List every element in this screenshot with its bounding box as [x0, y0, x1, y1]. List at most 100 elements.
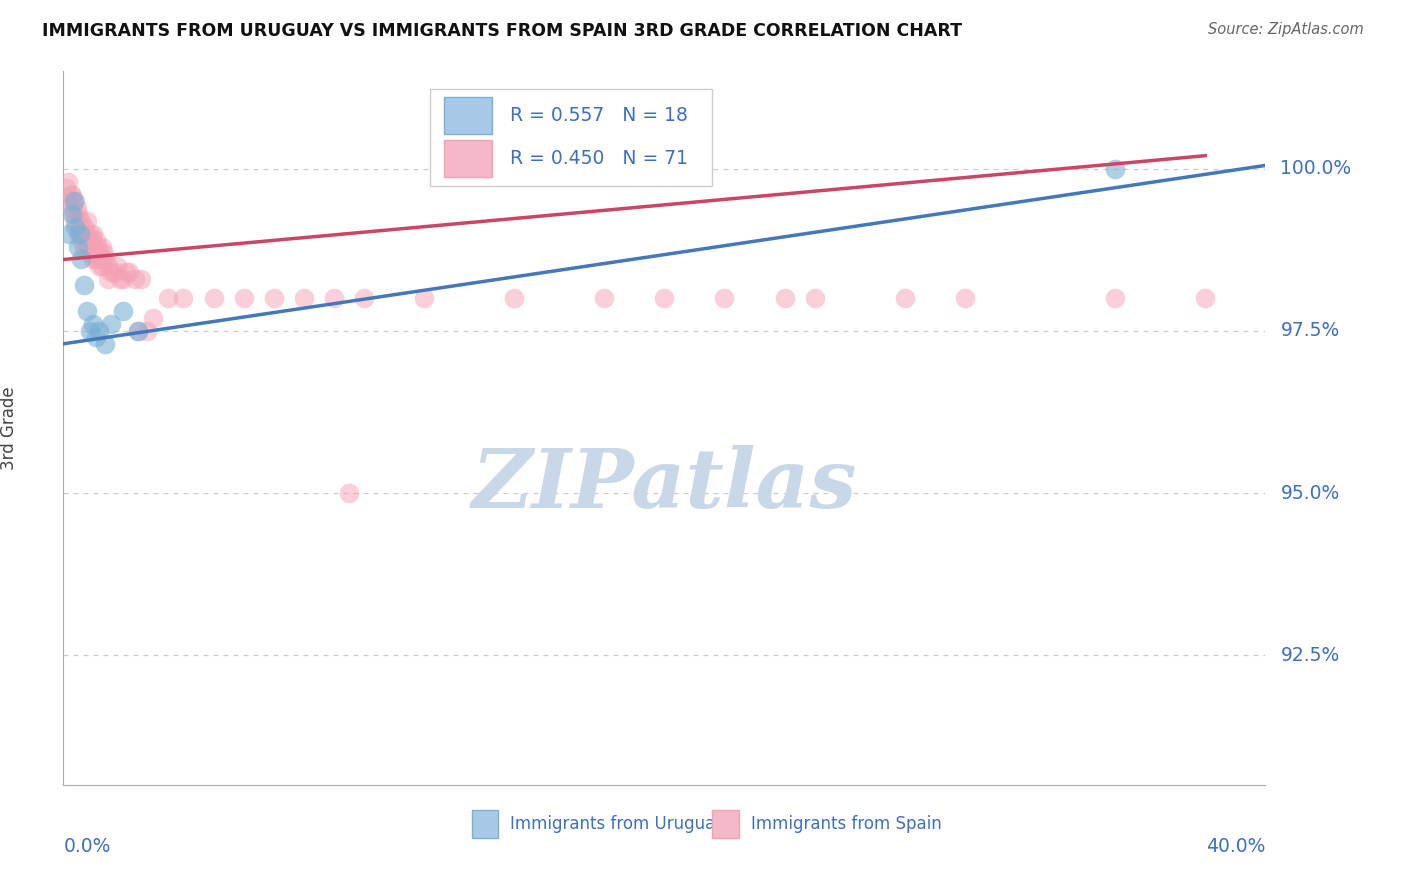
Point — [73, 220, 96, 235]
Point — [70, 233, 93, 247]
Point — [86, 330, 108, 344]
Point — [73, 278, 96, 293]
Text: R = 0.450   N = 71: R = 0.450 N = 71 — [510, 149, 689, 168]
FancyBboxPatch shape — [713, 810, 740, 838]
Point — [82, 252, 104, 267]
Text: 97.5%: 97.5% — [1281, 321, 1340, 341]
Point — [1104, 292, 1126, 306]
Text: 3rd Grade: 3rd Grade — [0, 386, 18, 470]
Point — [292, 292, 315, 306]
Point — [337, 486, 360, 500]
Point — [79, 227, 101, 241]
Point — [413, 292, 436, 306]
Point — [60, 201, 83, 215]
FancyBboxPatch shape — [444, 140, 492, 177]
Text: ZIPatlas: ZIPatlas — [471, 445, 858, 525]
Point — [82, 239, 104, 253]
Point — [593, 292, 616, 306]
Point — [55, 181, 77, 195]
Point — [91, 239, 114, 253]
Point — [77, 239, 100, 253]
Point — [94, 252, 117, 267]
Text: 95.0%: 95.0% — [1281, 483, 1340, 502]
Point — [89, 246, 111, 260]
Point — [79, 246, 101, 260]
Point — [82, 318, 104, 332]
Point — [773, 292, 796, 306]
Point — [82, 227, 104, 241]
Point — [652, 292, 676, 306]
Point — [503, 292, 526, 306]
Point — [894, 292, 917, 306]
Point — [94, 336, 117, 351]
Point — [73, 239, 96, 253]
Point — [76, 213, 98, 227]
Point — [353, 292, 375, 306]
Point — [232, 292, 254, 306]
Point — [67, 239, 90, 253]
Point — [70, 252, 93, 267]
Point — [75, 227, 97, 241]
FancyBboxPatch shape — [472, 810, 499, 838]
Point — [202, 292, 225, 306]
Text: R = 0.557   N = 18: R = 0.557 N = 18 — [510, 106, 689, 125]
Point — [58, 227, 80, 241]
Point — [112, 304, 135, 318]
Point — [100, 318, 122, 332]
Point — [91, 259, 114, 273]
Text: Immigrants from Uruguay: Immigrants from Uruguay — [510, 815, 725, 833]
Point — [803, 292, 825, 306]
Point — [86, 233, 108, 247]
Point — [60, 187, 83, 202]
Point — [118, 265, 141, 279]
Point — [76, 304, 98, 318]
Point — [97, 272, 120, 286]
Point — [89, 259, 111, 273]
Point — [127, 324, 149, 338]
Point — [76, 233, 98, 247]
Point — [112, 272, 135, 286]
Point — [953, 292, 976, 306]
Point — [79, 324, 101, 338]
Point — [90, 252, 112, 267]
FancyBboxPatch shape — [430, 89, 713, 186]
Point — [87, 239, 110, 253]
Point — [80, 233, 103, 247]
Point — [124, 272, 146, 286]
Point — [157, 292, 180, 306]
Point — [67, 227, 90, 241]
Point — [65, 220, 87, 235]
Text: Immigrants from Spain: Immigrants from Spain — [751, 815, 942, 833]
Point — [59, 187, 82, 202]
Point — [83, 246, 105, 260]
Text: 0.0%: 0.0% — [63, 837, 111, 855]
Point — [58, 194, 80, 208]
Point — [1194, 292, 1216, 306]
Text: 40.0%: 40.0% — [1206, 837, 1265, 855]
Point — [62, 207, 84, 221]
Point — [103, 265, 125, 279]
Point — [263, 292, 285, 306]
Point — [127, 324, 149, 338]
Point — [72, 227, 94, 241]
Point — [56, 175, 79, 189]
Point — [65, 213, 87, 227]
Point — [86, 252, 108, 267]
Point — [110, 272, 132, 286]
Point — [1104, 161, 1126, 176]
Point — [60, 207, 83, 221]
FancyBboxPatch shape — [444, 97, 492, 134]
Point — [713, 292, 735, 306]
Text: Source: ZipAtlas.com: Source: ZipAtlas.com — [1208, 22, 1364, 37]
Point — [172, 292, 194, 306]
Text: 100.0%: 100.0% — [1281, 159, 1351, 178]
Text: 92.5%: 92.5% — [1281, 646, 1340, 665]
Point — [67, 207, 90, 221]
Point — [66, 201, 89, 215]
Point — [62, 194, 84, 208]
Point — [69, 220, 91, 235]
Point — [115, 265, 138, 279]
Point — [70, 213, 93, 227]
Point — [136, 324, 159, 338]
Point — [142, 310, 165, 325]
